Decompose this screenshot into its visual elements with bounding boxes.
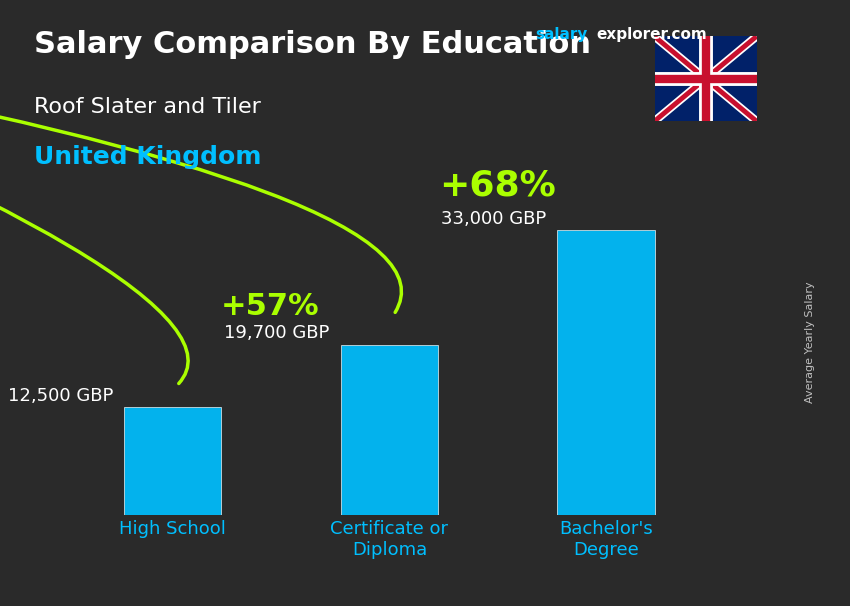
Text: 33,000 GBP: 33,000 GBP [441,210,547,227]
Text: Roof Slater and Tiler: Roof Slater and Tiler [34,97,261,117]
Text: explorer.com: explorer.com [597,27,707,42]
Text: +68%: +68% [439,168,556,202]
Text: 12,500 GBP: 12,500 GBP [8,387,113,405]
Bar [341,345,439,515]
Text: Salary Comparison By Education: Salary Comparison By Education [34,30,591,59]
Text: United Kingdom: United Kingdom [34,145,262,170]
Text: +57%: +57% [221,292,320,321]
Text: salary: salary [536,27,588,42]
Bar [124,407,221,515]
Text: Average Yearly Salary: Average Yearly Salary [806,282,815,403]
Bar [558,230,655,515]
Text: 19,700 GBP: 19,700 GBP [224,324,330,342]
